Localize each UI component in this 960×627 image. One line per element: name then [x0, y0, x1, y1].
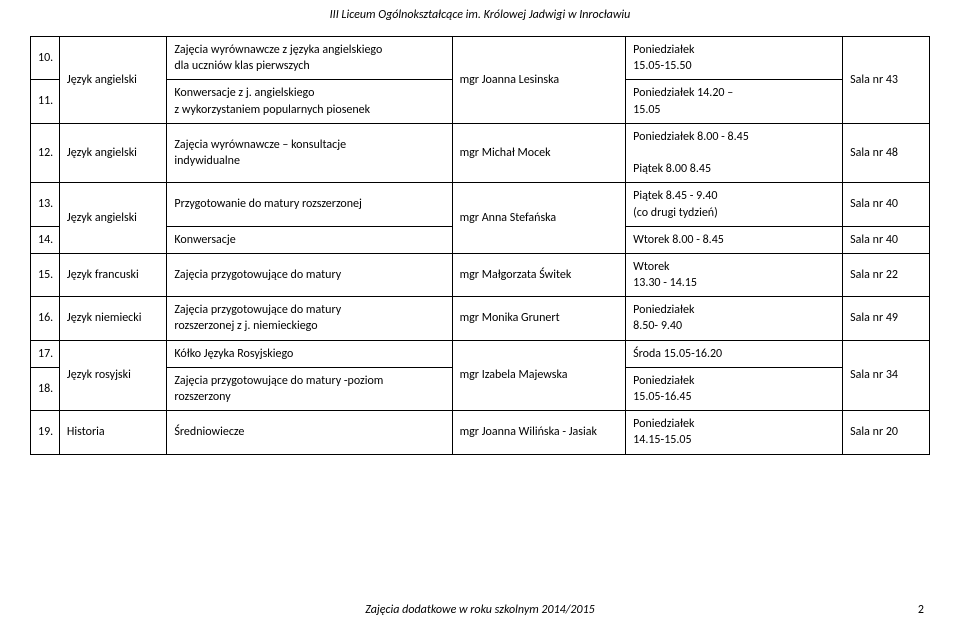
row-description: Konwersacje [167, 226, 452, 253]
row-number: 16. [31, 297, 60, 340]
table-row: 17.Język rosyjskiKółko Języka Rosyjskieg… [31, 340, 930, 367]
row-number: 10. [31, 37, 60, 80]
row-when: Poniedziałek15.05-16.45 [626, 367, 843, 410]
row-when: Piątek 8.45 - 9.40(co drugi tydzień) [626, 183, 843, 226]
page-footer: Zajęcia dodatkowe w roku szkolnym 2014/2… [0, 603, 960, 617]
row-number: 14. [31, 226, 60, 253]
row-number: 11. [31, 80, 60, 123]
row-room: Sala nr 40 [843, 226, 930, 253]
row-subject: Język francuski [59, 253, 166, 296]
row-description: Konwersacje z j. angielskiegoz wykorzyst… [167, 80, 452, 123]
page-header: III Liceum Ogólnokształcące im. Królowej… [0, 0, 960, 36]
table-row: 15.Język francuskiZajęcia przygotowujące… [31, 253, 930, 296]
row-description: Przygotowanie do matury rozszerzonej [167, 183, 452, 226]
row-room: Sala nr 48 [843, 123, 930, 183]
row-when: Poniedziałek 8.00 - 8.45Piątek 8.00 8.45 [626, 123, 843, 183]
row-teacher: mgr Joanna Wilińska - Jasiak [452, 411, 626, 454]
row-subject: Język niemiecki [59, 297, 166, 340]
row-number: 13. [31, 183, 60, 226]
row-room: Sala nr 49 [843, 297, 930, 340]
row-room: Sala nr 22 [843, 253, 930, 296]
table-row: 12.Język angielskiZajęcia wyrównawcze – … [31, 123, 930, 183]
table-row: 19.HistoriaŚredniowieczemgr Joanna Wiliń… [31, 411, 930, 454]
row-description: Zajęcia wyrównawcze z języka angielskieg… [167, 37, 452, 80]
row-when: Poniedziałek14.15-15.05 [626, 411, 843, 454]
table-row: 10.Język angielskiZajęcia wyrównawcze z … [31, 37, 930, 80]
row-number: 17. [31, 340, 60, 367]
row-when: Środa 15.05-16.20 [626, 340, 843, 367]
row-subject: Język rosyjski [59, 340, 166, 411]
row-subject: Język angielski [59, 183, 166, 254]
row-when: Wtorek 8.00 - 8.45 [626, 226, 843, 253]
row-when: Poniedziałek 14.20 –15.05 [626, 80, 843, 123]
footer-page-number: 2 [918, 603, 924, 617]
row-subject: Język angielski [59, 123, 166, 183]
row-room: Sala nr 43 [843, 37, 930, 124]
row-description: Zajęcia przygotowujące do matury [167, 253, 452, 296]
row-room: Sala nr 34 [843, 340, 930, 411]
table-row: 13.Język angielskiPrzygotowanie do matur… [31, 183, 930, 226]
row-teacher: mgr Michał Mocek [452, 123, 626, 183]
row-teacher: mgr Joanna Lesinska [452, 37, 626, 124]
row-description: Zajęcia przygotowujące do maturyrozszerz… [167, 297, 452, 340]
row-number: 15. [31, 253, 60, 296]
page-header-text: III Liceum Ogólnokształcące im. Królowej… [330, 8, 631, 22]
row-subject: Historia [59, 411, 166, 454]
row-subject: Język angielski [59, 37, 166, 124]
row-description: Zajęcia przygotowujące do matury -poziom… [167, 367, 452, 410]
table-row: 16.Język niemieckiZajęcia przygotowujące… [31, 297, 930, 340]
schedule-table: 10.Język angielskiZajęcia wyrównawcze z … [30, 36, 930, 455]
row-number: 18. [31, 367, 60, 410]
row-teacher: mgr Małgorzata Świtek [452, 253, 626, 296]
row-description: Zajęcia wyrównawcze – konsultacjeindywid… [167, 123, 452, 183]
row-teacher: mgr Monika Grunert [452, 297, 626, 340]
row-teacher: mgr Izabela Majewska [452, 340, 626, 411]
row-when: Poniedziałek8.50- 9.40 [626, 297, 843, 340]
row-number: 12. [31, 123, 60, 183]
row-when: Poniedziałek15.05-15.50 [626, 37, 843, 80]
row-when: Wtorek13.30 - 14.15 [626, 253, 843, 296]
row-description: Średniowiecze [167, 411, 452, 454]
row-room: Sala nr 20 [843, 411, 930, 454]
schedule-table-body: 10.Język angielskiZajęcia wyrównawcze z … [31, 37, 930, 455]
row-description: Kółko Języka Rosyjskiego [167, 340, 452, 367]
footer-text: Zajęcia dodatkowe w roku szkolnym 2014/2… [0, 603, 960, 617]
row-number: 19. [31, 411, 60, 454]
row-teacher: mgr Anna Stefańska [452, 183, 626, 254]
row-room: Sala nr 40 [843, 183, 930, 226]
